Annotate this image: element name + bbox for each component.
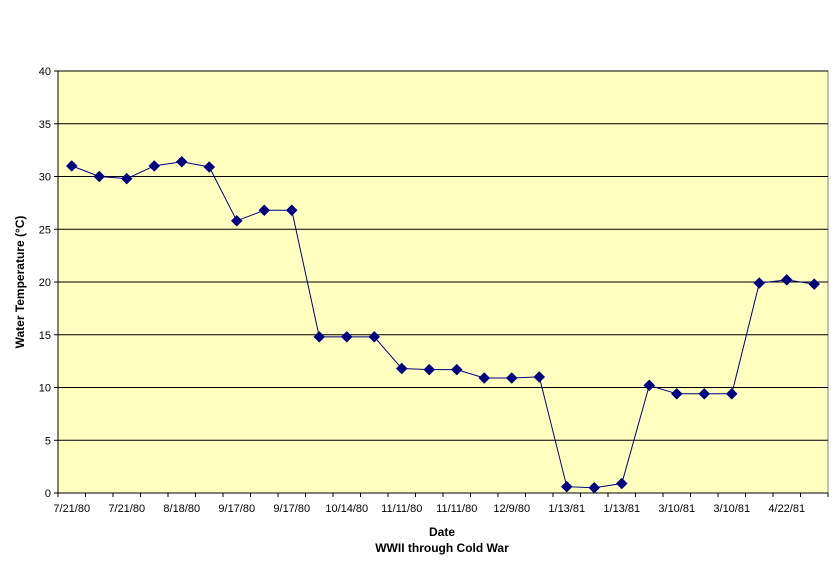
data-point <box>698 387 711 400</box>
data-point <box>203 161 216 173</box>
x-axis-subtitle: WWII through Cold War <box>375 541 509 555</box>
x-tick-label: 10/14/80 <box>325 503 368 515</box>
x-axis-title: Date <box>429 525 455 539</box>
data-point <box>808 278 821 290</box>
data-point <box>65 160 78 172</box>
data-point <box>560 480 573 493</box>
data-point <box>395 362 408 375</box>
x-tick-label: 8/18/80 <box>163 503 200 515</box>
data-point <box>313 331 326 343</box>
data-point <box>725 387 738 400</box>
x-tick-label: 7/21/80 <box>53 503 90 515</box>
data-point <box>753 277 766 289</box>
y-tick-label: 0 <box>45 488 51 500</box>
data-point <box>533 371 546 383</box>
data-point <box>780 274 793 286</box>
data-point <box>670 387 683 400</box>
y-tick-label: 10 <box>39 383 51 395</box>
data-point <box>423 363 436 376</box>
x-tick-label: 4/22/81 <box>768 503 805 515</box>
data-point <box>615 477 628 490</box>
data-point <box>148 160 161 172</box>
data-point <box>478 372 491 384</box>
y-axis-title: Water Temperature (°C) <box>13 216 27 349</box>
data-point <box>93 170 106 183</box>
x-tick-label: 1/13/81 <box>548 503 585 515</box>
y-tick-label: 30 <box>39 172 51 184</box>
y-tick-label: 25 <box>39 224 51 236</box>
y-tick-label: 15 <box>39 330 51 342</box>
data-series <box>65 155 821 494</box>
data-point <box>643 379 656 392</box>
y-tick-label: 5 <box>45 435 51 447</box>
x-tick-label: 11/11/80 <box>381 503 422 515</box>
data-point <box>340 331 353 343</box>
data-point <box>450 363 463 376</box>
x-tick-label: 9/17/80 <box>273 503 310 515</box>
data-point <box>588 481 601 494</box>
data-point <box>258 204 271 217</box>
y-tick-label: 40 <box>39 66 51 78</box>
series-line <box>71 161 815 489</box>
data-point <box>505 372 518 384</box>
y-tick-labels: 0 5 10 15 20 25 30 35 40 <box>39 66 51 500</box>
x-tick-label: 12/9/80 <box>493 503 530 515</box>
data-point <box>120 172 133 185</box>
y-tick-label: 20 <box>39 277 51 289</box>
data-point <box>230 214 243 227</box>
x-tick-label: 11/11/80 <box>436 503 477 515</box>
x-tick-label: 7/21/80 <box>108 503 145 515</box>
data-point <box>368 331 381 343</box>
x-tick-label: 1/13/81 <box>603 503 640 515</box>
data-point <box>175 155 188 168</box>
x-tick-label: 3/10/81 <box>713 503 750 515</box>
x-tick-labels: 7/21/80 7/21/80 8/18/80 9/17/80 9/17/80 10/14… <box>53 503 805 515</box>
data-point <box>285 204 298 217</box>
axes <box>54 70 829 497</box>
x-tick-label: 9/17/80 <box>218 503 255 515</box>
x-tick-label: 3/10/81 <box>658 503 695 515</box>
gridlines <box>58 70 828 441</box>
y-tick-label: 35 <box>39 119 51 131</box>
